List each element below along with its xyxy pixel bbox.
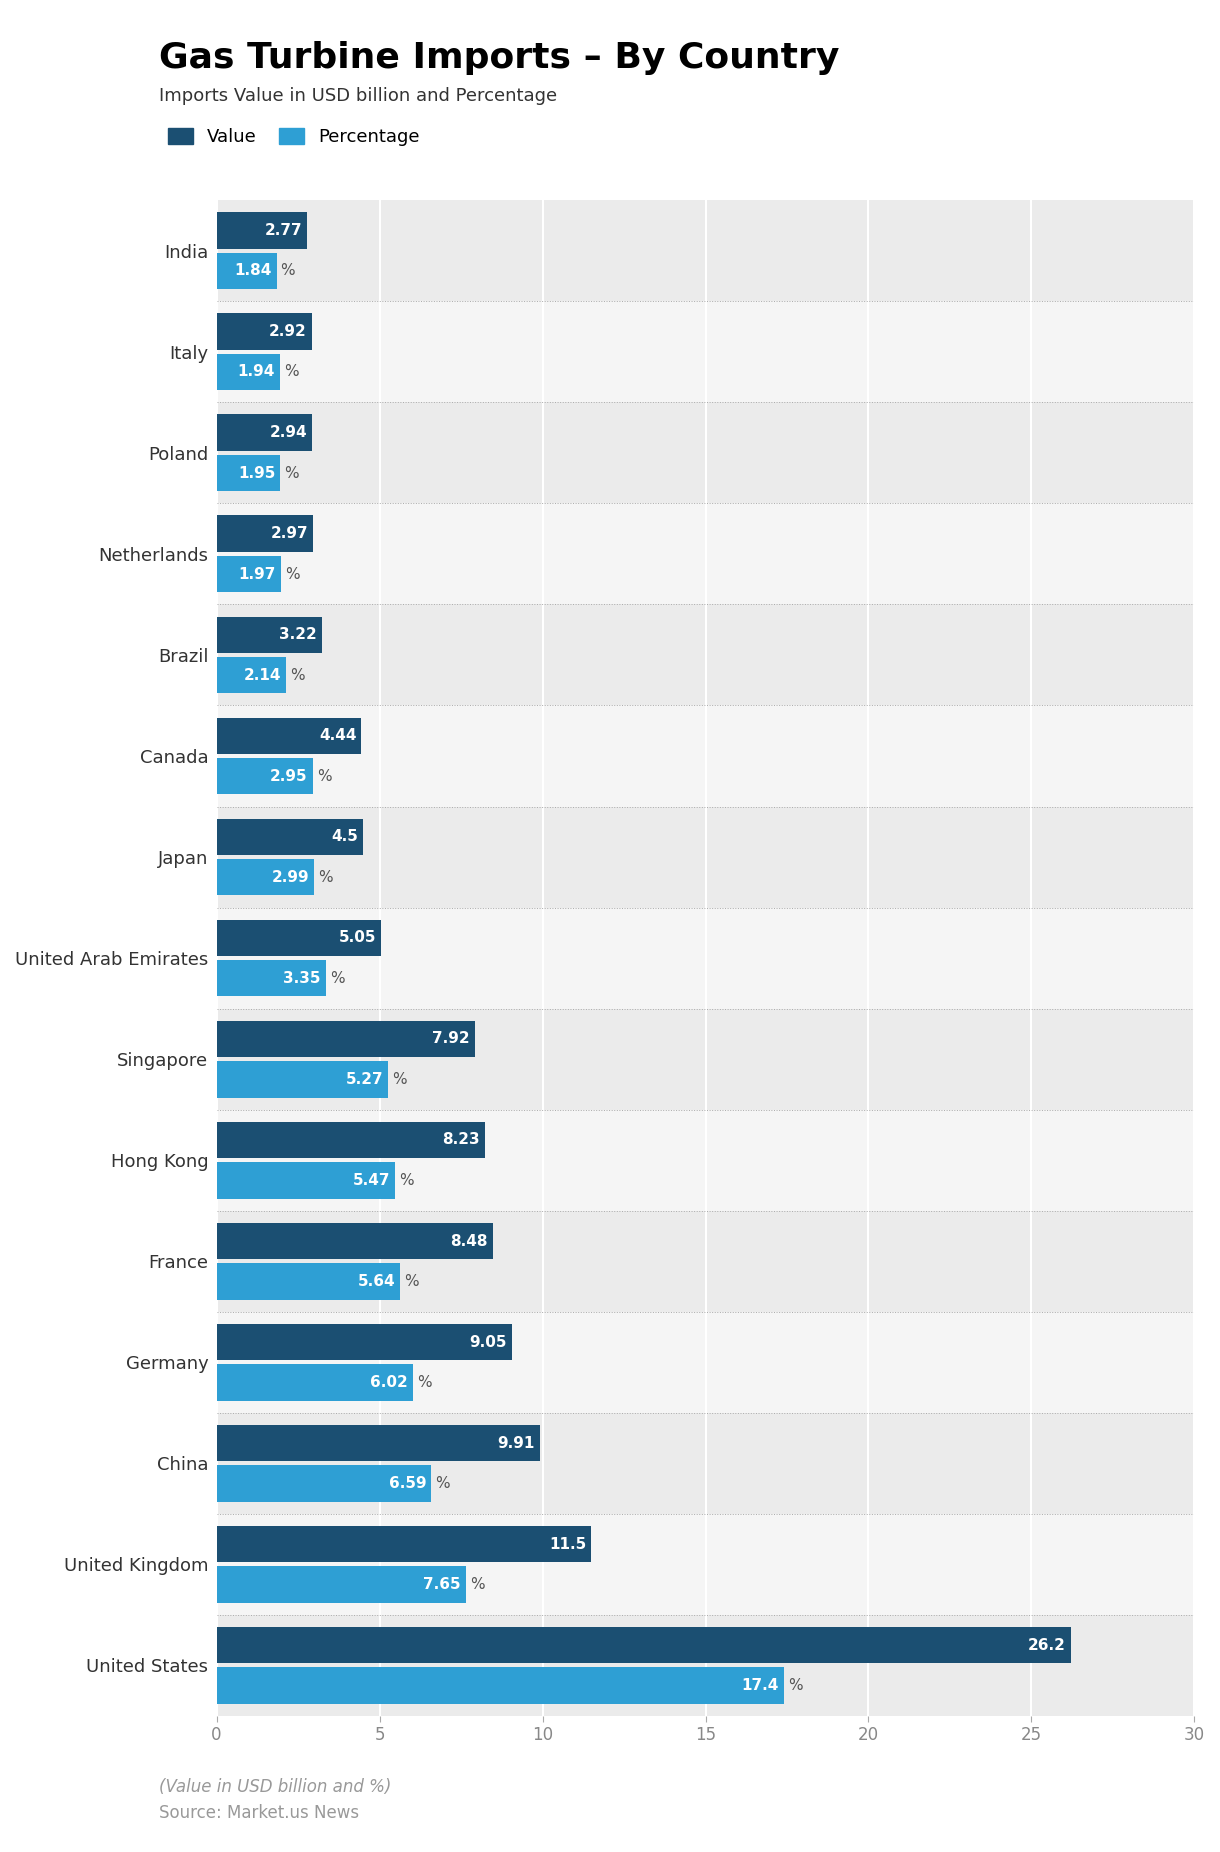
Text: %: % xyxy=(436,1476,450,1491)
Text: 17.4: 17.4 xyxy=(742,1678,778,1693)
Bar xyxy=(217,1263,400,1300)
Text: 6.02: 6.02 xyxy=(370,1374,407,1391)
Text: 2.77: 2.77 xyxy=(265,222,303,239)
Text: Gas Turbine Imports – By Country: Gas Turbine Imports – By Country xyxy=(159,41,839,74)
Bar xyxy=(217,959,326,996)
Bar xyxy=(217,806,1194,907)
Text: %: % xyxy=(281,263,295,278)
Text: 2.97: 2.97 xyxy=(271,526,309,541)
Text: 5.64: 5.64 xyxy=(357,1274,395,1289)
Text: Imports Value in USD billion and Percentage: Imports Value in USD billion and Percent… xyxy=(159,87,556,106)
Bar xyxy=(217,1667,783,1704)
Bar xyxy=(217,617,322,654)
Bar xyxy=(217,1465,432,1502)
Text: 5.05: 5.05 xyxy=(339,930,376,945)
Bar xyxy=(217,200,1194,302)
Bar xyxy=(217,1009,1194,1109)
Text: 6.59: 6.59 xyxy=(389,1476,427,1491)
Bar xyxy=(217,213,307,248)
Text: %: % xyxy=(399,1172,414,1187)
Text: 7.65: 7.65 xyxy=(423,1578,461,1593)
Bar xyxy=(217,1615,1194,1717)
Bar xyxy=(217,1413,1194,1513)
Bar xyxy=(217,556,281,593)
Bar xyxy=(217,252,277,289)
Text: 1.84: 1.84 xyxy=(234,263,272,278)
Text: 4.44: 4.44 xyxy=(318,728,356,743)
Text: 1.97: 1.97 xyxy=(239,567,276,582)
Text: 7.92: 7.92 xyxy=(432,1032,470,1046)
Bar xyxy=(217,1365,412,1400)
Bar xyxy=(217,515,314,552)
Bar xyxy=(217,1311,1194,1413)
Bar xyxy=(217,1628,1071,1663)
Text: 2.95: 2.95 xyxy=(270,769,307,783)
Bar xyxy=(217,1324,511,1359)
Bar xyxy=(217,354,279,391)
Text: (Value in USD billion and %): (Value in USD billion and %) xyxy=(159,1778,390,1796)
Bar xyxy=(217,706,1194,806)
Bar xyxy=(217,302,1194,402)
Bar xyxy=(217,819,364,856)
Text: 9.05: 9.05 xyxy=(470,1335,506,1350)
Bar xyxy=(217,1513,1194,1615)
Text: %: % xyxy=(417,1374,432,1391)
Bar xyxy=(217,1163,395,1198)
Bar xyxy=(217,1122,484,1158)
Text: 4.5: 4.5 xyxy=(332,830,359,845)
Text: %: % xyxy=(284,465,299,480)
Text: 26.2: 26.2 xyxy=(1027,1637,1066,1652)
Text: 2.92: 2.92 xyxy=(270,324,307,339)
Text: %: % xyxy=(329,970,344,985)
Bar xyxy=(217,757,312,795)
Text: 1.94: 1.94 xyxy=(238,365,274,380)
Bar xyxy=(217,657,287,693)
Bar xyxy=(217,1211,1194,1311)
Text: 5.47: 5.47 xyxy=(353,1172,390,1187)
Bar xyxy=(217,1526,592,1563)
Bar xyxy=(217,402,1194,504)
Text: 3.22: 3.22 xyxy=(279,628,317,643)
Text: %: % xyxy=(404,1274,418,1289)
Text: 11.5: 11.5 xyxy=(549,1537,587,1552)
Text: %: % xyxy=(284,567,299,582)
Bar xyxy=(217,1222,493,1259)
Bar xyxy=(217,1109,1194,1211)
Text: %: % xyxy=(393,1072,407,1087)
Text: %: % xyxy=(290,667,305,683)
Bar xyxy=(217,1567,466,1602)
Bar xyxy=(217,504,1194,604)
Bar xyxy=(217,920,381,956)
Text: %: % xyxy=(788,1678,803,1693)
Text: 5.27: 5.27 xyxy=(345,1072,383,1087)
Text: %: % xyxy=(318,870,333,885)
Bar xyxy=(217,717,361,754)
Text: 9.91: 9.91 xyxy=(498,1435,534,1450)
Text: 1.95: 1.95 xyxy=(238,465,276,480)
Text: Source: Market.us News: Source: Market.us News xyxy=(159,1804,359,1822)
Legend: Value, Percentage: Value, Percentage xyxy=(167,128,420,146)
Text: 3.35: 3.35 xyxy=(283,970,321,985)
Bar xyxy=(217,1424,539,1461)
Bar xyxy=(217,415,312,450)
Text: %: % xyxy=(284,365,299,380)
Text: %: % xyxy=(470,1578,484,1593)
Text: 8.48: 8.48 xyxy=(450,1233,488,1248)
Text: 2.14: 2.14 xyxy=(244,667,282,683)
Text: 2.94: 2.94 xyxy=(270,426,307,441)
Bar xyxy=(217,1061,388,1098)
Bar xyxy=(217,907,1194,1009)
Text: %: % xyxy=(317,769,332,783)
Bar xyxy=(217,1020,475,1057)
Bar xyxy=(217,456,281,491)
Text: 2.99: 2.99 xyxy=(272,870,309,885)
Bar xyxy=(217,859,314,895)
Text: 8.23: 8.23 xyxy=(443,1132,479,1148)
Bar xyxy=(217,313,312,350)
Bar xyxy=(217,604,1194,706)
